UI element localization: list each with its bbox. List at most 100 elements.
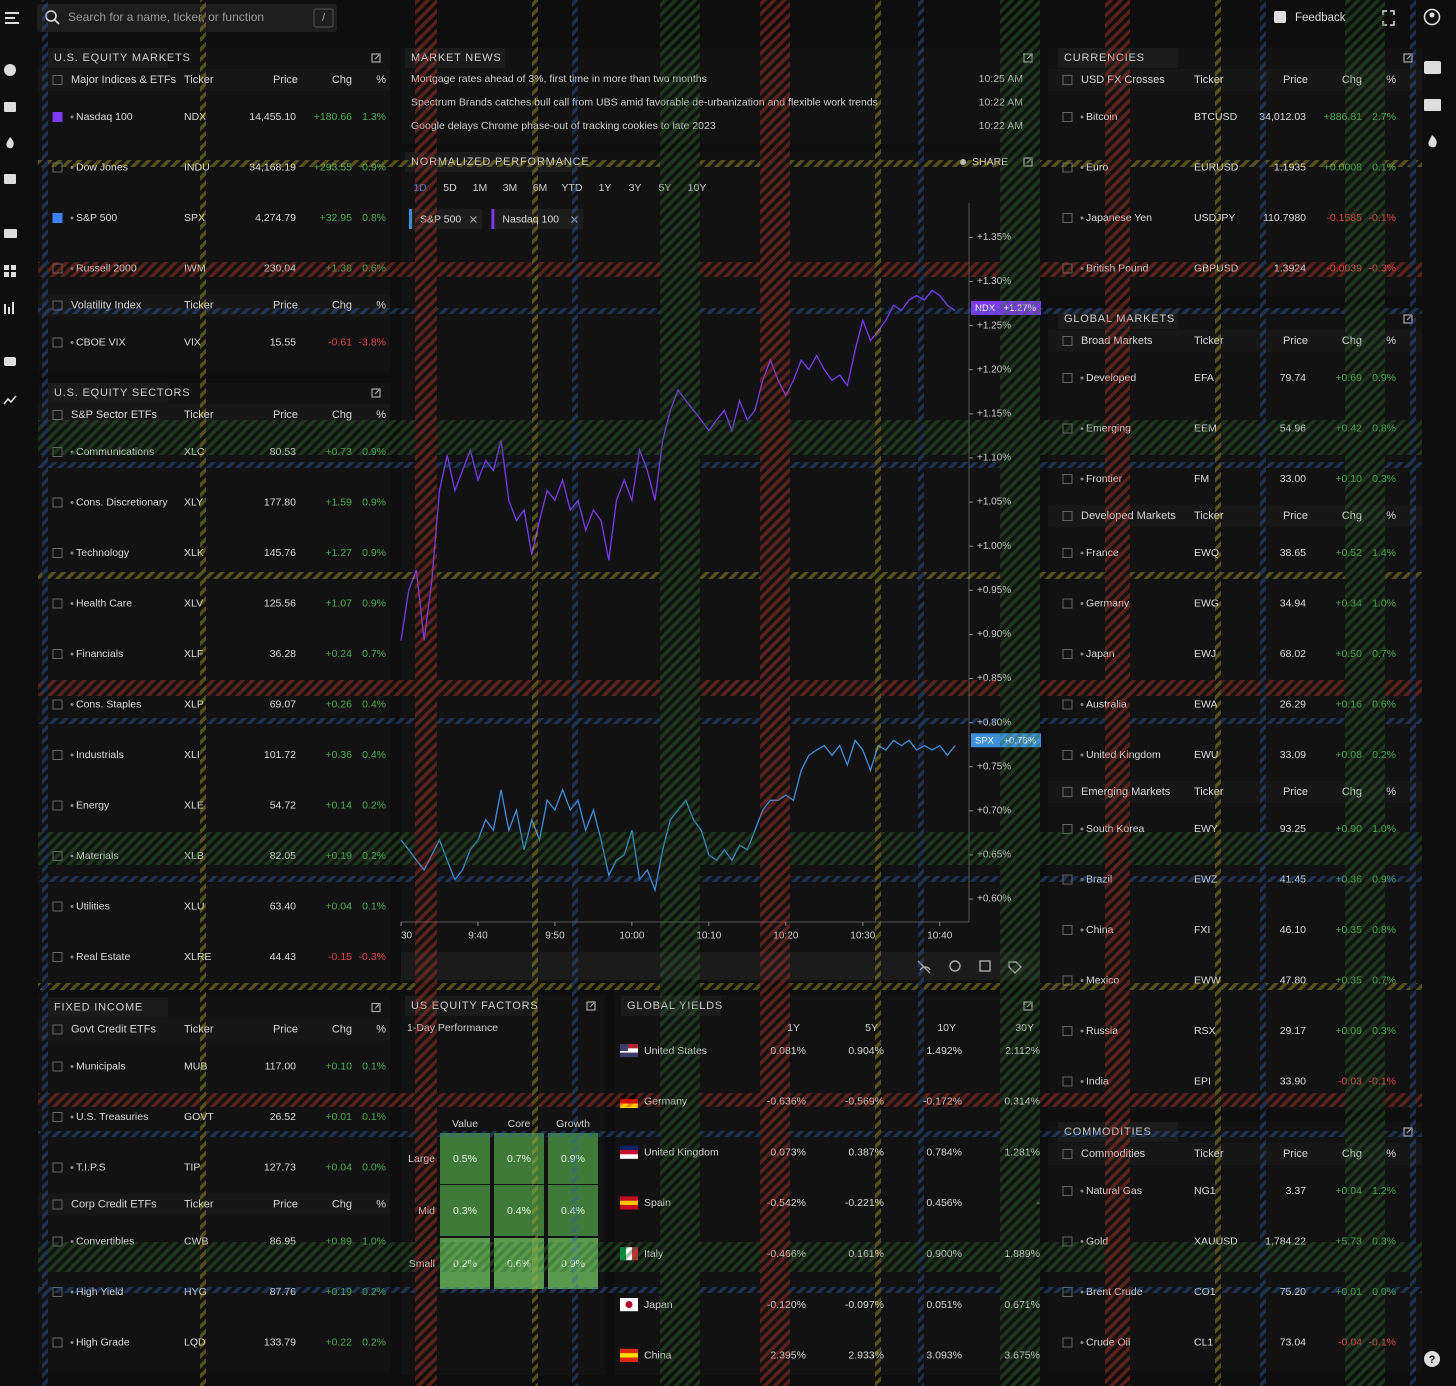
expand-icon[interactable]	[586, 1001, 596, 1011]
row-name[interactable]: Municipals	[76, 1060, 126, 1072]
row-name[interactable]: Russell 2000	[76, 262, 137, 274]
row-name[interactable]: Health Care	[76, 597, 132, 609]
row-name[interactable]: Industrials	[76, 749, 124, 761]
row-name[interactable]: Mexico	[1086, 974, 1119, 986]
menu-icon[interactable]	[5, 12, 19, 24]
heat-cell[interactable]	[440, 1133, 490, 1184]
checkbox[interactable]	[1062, 598, 1073, 609]
checkbox[interactable]	[52, 497, 63, 508]
checkbox[interactable]	[1062, 649, 1073, 659]
checkbox[interactable]	[52, 337, 63, 348]
news-icon[interactable]	[4, 102, 16, 112]
row-name[interactable]: Real Estate	[76, 951, 130, 963]
checkbox[interactable]	[1062, 1076, 1073, 1087]
row-name[interactable]: Developed	[1086, 372, 1136, 384]
checkbox[interactable]	[1062, 474, 1073, 484]
checkbox[interactable]	[52, 213, 63, 223]
row-name[interactable]: High Yield	[76, 1286, 123, 1298]
row-name[interactable]: Frontier	[1086, 473, 1123, 485]
row-name[interactable]: Brent Crude	[1086, 1286, 1143, 1298]
row-name[interactable]: Nasdaq 100	[76, 111, 133, 123]
row-name[interactable]: China	[1086, 924, 1114, 936]
news-icon[interactable]	[1424, 99, 1441, 111]
row-name[interactable]: CBOE VIX	[76, 336, 126, 348]
monitor-icon[interactable]	[4, 229, 17, 238]
expand-icon[interactable]	[371, 1002, 381, 1013]
checkbox[interactable]	[52, 1112, 63, 1122]
range-button[interactable]: 1Y	[599, 182, 612, 194]
range-button[interactable]: 6M	[533, 182, 548, 194]
target-icon[interactable]	[949, 960, 961, 972]
checkbox[interactable]	[52, 1199, 63, 1210]
checkbox[interactable]	[52, 901, 63, 912]
checkbox[interactable]	[1062, 511, 1073, 521]
row-name[interactable]: Australia	[1086, 698, 1127, 710]
range-button[interactable]: YTD	[562, 182, 583, 194]
user-icon[interactable]	[1423, 8, 1441, 26]
checkbox[interactable]	[52, 952, 63, 962]
row-name[interactable]: Materials	[76, 850, 119, 862]
checkbox[interactable]	[52, 410, 63, 420]
search-box[interactable]	[37, 4, 337, 32]
row-name[interactable]: Cons. Staples	[76, 698, 141, 710]
checkbox[interactable]	[52, 1162, 63, 1173]
checkbox[interactable]	[52, 699, 63, 710]
checkbox[interactable]	[1062, 1149, 1073, 1159]
expand-icon[interactable]	[371, 53, 381, 63]
checkbox[interactable]	[1062, 75, 1073, 85]
row-name[interactable]: British Pound	[1086, 262, 1149, 274]
checkbox[interactable]	[1062, 373, 1073, 383]
checkbox[interactable]	[1062, 787, 1073, 797]
row-name[interactable]: Russia	[1086, 1025, 1118, 1037]
checkbox[interactable]	[1062, 925, 1073, 935]
row-name[interactable]: U.S. Treasuries	[76, 1111, 148, 1123]
row-name[interactable]: Bitcoin	[1086, 111, 1118, 123]
legend-remove[interactable]	[470, 216, 477, 223]
row-name[interactable]: Utilities	[76, 900, 110, 912]
range-button[interactable]: 10Y	[688, 182, 707, 194]
crop-icon[interactable]	[979, 960, 991, 972]
checkbox[interactable]	[1062, 213, 1073, 223]
row-name[interactable]: Convertibles	[76, 1235, 134, 1247]
checkbox[interactable]	[52, 548, 63, 558]
news-headline[interactable]: Google delays Chrome phase-out of tracki…	[411, 120, 716, 132]
row-name[interactable]: Dow Jones	[76, 161, 128, 173]
row-name[interactable]: United Kingdom	[1086, 749, 1161, 761]
trend-icon[interactable]	[3, 395, 17, 405]
row-name[interactable]: India	[1086, 1075, 1109, 1087]
row-name[interactable]: Technology	[76, 547, 130, 559]
news-headline[interactable]: Mortgage rates ahead of 3%, first time i…	[411, 73, 707, 85]
row-name[interactable]: T.I.P.S	[76, 1161, 106, 1173]
checkbox[interactable]	[1062, 1337, 1073, 1348]
globe-icon[interactable]	[4, 64, 16, 76]
help-icon[interactable]	[1424, 1351, 1440, 1367]
chart-icon[interactable]	[1424, 61, 1441, 74]
range-button[interactable]: 3Y	[629, 182, 642, 194]
range-button[interactable]: 1M	[473, 182, 488, 194]
checkbox[interactable]	[1062, 336, 1073, 346]
checkbox[interactable]	[1062, 1186, 1073, 1196]
fullscreen-icon[interactable]	[1382, 10, 1395, 26]
row-name[interactable]: Cons. Discretionary	[76, 496, 168, 508]
checkbox[interactable]	[1062, 1026, 1073, 1036]
row-name[interactable]: S&P 500	[76, 212, 117, 224]
grid-icon[interactable]	[4, 265, 9, 270]
row-name[interactable]: Euro	[1086, 161, 1108, 173]
row-name[interactable]: Natural Gas	[1086, 1185, 1142, 1197]
camera-icon[interactable]	[4, 357, 16, 366]
checkbox[interactable]	[52, 750, 63, 760]
chart-icon[interactable]	[4, 174, 16, 184]
checkbox[interactable]	[1062, 699, 1073, 710]
row-name[interactable]: Gold	[1086, 1235, 1108, 1247]
share-button[interactable]: SHARE	[972, 156, 1008, 168]
range-button[interactable]: 5Y	[659, 182, 672, 194]
fire-icon[interactable]	[6, 137, 14, 149]
checkbox[interactable]	[52, 800, 63, 811]
checkbox[interactable]	[1062, 750, 1073, 760]
row-name[interactable]: France	[1086, 547, 1119, 559]
checkbox[interactable]	[52, 1337, 63, 1348]
row-name[interactable]: Germany	[1086, 597, 1130, 609]
checkbox[interactable]	[52, 649, 63, 659]
heat-cell[interactable]	[440, 1185, 490, 1236]
checkbox[interactable]	[52, 112, 63, 122]
